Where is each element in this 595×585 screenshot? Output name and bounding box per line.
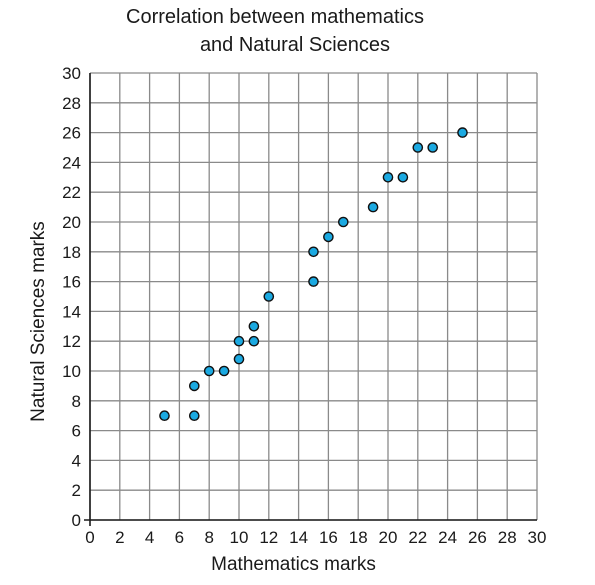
- plot-grid: [89, 72, 538, 521]
- y-tick-label: 10: [62, 362, 81, 381]
- data-point: [188, 410, 200, 422]
- x-tick-label: 14: [289, 528, 308, 547]
- x-tick-label: 6: [175, 528, 184, 547]
- y-tick-label: 14: [62, 302, 81, 321]
- x-tick-label: 26: [468, 528, 487, 547]
- data-point: [337, 216, 349, 228]
- chart-title-line-2: and Natural Sciences: [199, 34, 391, 56]
- data-point: [308, 246, 319, 258]
- x-axis-label: Mathematics marks: [211, 554, 376, 575]
- x-tick-label: 10: [230, 528, 249, 547]
- data-point: [248, 320, 260, 332]
- y-tick-label: 12: [62, 332, 81, 351]
- y-tick-label: 22: [62, 183, 81, 202]
- x-tick-label: 0: [85, 528, 94, 547]
- data-point: [308, 276, 319, 287]
- data-point: [367, 201, 379, 213]
- x-tick-label: 24: [438, 528, 457, 547]
- data-point: [233, 335, 245, 347]
- data-point: [397, 171, 409, 183]
- data-point: [427, 142, 439, 153]
- y-tick-label: 0: [72, 511, 81, 530]
- data-point: [382, 171, 394, 183]
- x-tick-label: 20: [379, 528, 398, 547]
- y-axis-label: Natural Sciences marks: [28, 221, 49, 422]
- data-point: [263, 291, 275, 302]
- x-tick-labels: 0 2 4 6 8 10 12 14 16 18 20 22 24 26 28 30: [85, 528, 546, 547]
- data-point: [159, 410, 170, 422]
- x-tick-label: 28: [498, 528, 517, 547]
- data-point: [203, 365, 215, 377]
- data-point: [457, 127, 468, 138]
- data-point: [188, 380, 200, 392]
- plot-axes: [84, 73, 537, 526]
- chart-title-line-1: Correlation between mathematics: [126, 6, 424, 28]
- x-tick-label: 30: [528, 528, 547, 547]
- x-tick-label: 18: [349, 528, 368, 547]
- data-point: [323, 231, 334, 243]
- y-tick-label: 6: [72, 422, 81, 441]
- data-points: [159, 127, 468, 422]
- y-tick-label: 2: [72, 481, 81, 500]
- x-tick-label: 16: [319, 528, 338, 547]
- x-tick-label: 8: [204, 528, 213, 547]
- data-point: [218, 365, 230, 377]
- y-tick-label: 30: [62, 64, 81, 83]
- y-tick-label: 8: [72, 392, 81, 411]
- y-tick-label: 4: [72, 451, 81, 470]
- data-point: [248, 335, 260, 347]
- y-tick-label: 26: [62, 124, 81, 143]
- x-tick-label: 2: [115, 528, 124, 547]
- y-tick-label: 16: [62, 273, 81, 292]
- data-point: [412, 142, 424, 153]
- x-tick-label: 12: [259, 528, 278, 547]
- x-tick-label: 22: [408, 528, 427, 547]
- data-point: [233, 353, 245, 365]
- y-tick-label: 24: [62, 153, 81, 172]
- y-tick-label: 20: [62, 213, 81, 232]
- y-tick-label: 28: [62, 94, 81, 113]
- y-tick-label: 18: [62, 243, 81, 262]
- x-tick-label: 4: [145, 528, 154, 547]
